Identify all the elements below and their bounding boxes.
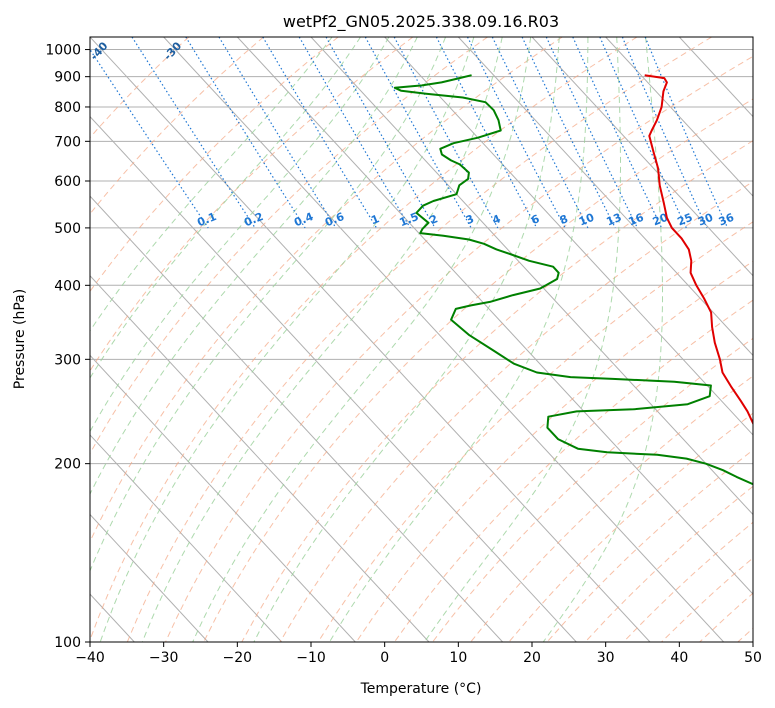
x-tick-label: 10 <box>449 650 467 666</box>
x-tick-label: 20 <box>523 650 541 666</box>
dewpoint-profile <box>393 74 753 486</box>
dry-adiabat <box>203 98 753 642</box>
temperature-profile <box>644 74 753 426</box>
mixing-ratio-line <box>131 37 256 229</box>
mixing-ratio-line <box>621 37 708 229</box>
y-axis-label: Pressure (hPa) <box>12 289 28 389</box>
y-tick-label: 100 <box>54 635 81 651</box>
y-tick-label: 700 <box>54 134 81 150</box>
mixing-ratio-line <box>218 37 337 229</box>
isotherm-line <box>90 354 356 642</box>
y-axis-ticks: 1000 900 800 700 600 500 400 300 200 100 <box>45 43 90 651</box>
y-tick-label: 500 <box>54 221 81 237</box>
isotherm-line <box>163 37 725 642</box>
isotherm-line <box>90 275 430 642</box>
dry-adiabat <box>470 375 753 642</box>
mixing-ratio-label: 10 <box>577 211 596 229</box>
moist-adiabat <box>424 37 621 642</box>
x-tick-label: 30 <box>597 650 615 666</box>
mixing-ratio-line <box>491 37 589 229</box>
mixing-ratio-label: 16 <box>627 211 646 229</box>
y-tick-label: 800 <box>54 100 81 116</box>
dry-adiabat <box>279 181 753 642</box>
isotherm-line <box>457 37 753 357</box>
x-tick-label: −30 <box>149 650 179 666</box>
x-tick-label: 40 <box>670 650 688 666</box>
mixing-ratio-label: 13 <box>604 211 623 229</box>
mixing-ratio-lines <box>90 37 729 229</box>
x-tick-label: 50 <box>744 650 762 666</box>
plot-frame <box>89 36 754 643</box>
isotherm-line <box>90 513 209 642</box>
isotherm-line <box>90 434 283 642</box>
plot-area: -40 -30 0.1 0.2 0.4 0.6 1 1.5 2 3 4 6 8 10 13 16 20 25 30… <box>90 37 753 642</box>
dry-adiabat <box>432 337 753 642</box>
dry-adiabat <box>90 37 563 543</box>
moist-adiabat <box>90 37 390 433</box>
chart-title: wetPf2_GN05.2025.338.09.16.R03 <box>283 12 559 32</box>
moist-adiabat <box>90 37 418 496</box>
isotherm-line <box>90 37 651 642</box>
mixing-ratio-label: 36 <box>717 211 736 229</box>
moist-adiabat <box>90 37 333 332</box>
x-axis-ticks: −40 −30 −20 −10 0 10 20 30 40 50 <box>75 642 762 666</box>
mixing-ratio-line <box>599 37 687 229</box>
pressure-gridlines <box>90 49 753 642</box>
dry-adiabat <box>241 140 753 642</box>
y-tick-label: 200 <box>54 457 81 473</box>
mixing-ratio-label: 3 <box>464 212 476 227</box>
isotherm-line <box>605 37 753 197</box>
moist-adiabat <box>542 37 663 642</box>
y-tick-label: 900 <box>54 70 81 86</box>
x-tick-label: 0 <box>380 650 389 666</box>
dry-adiabat <box>90 37 638 642</box>
mixing-ratio-label: 30 <box>696 211 715 229</box>
dry-adiabat <box>90 37 264 215</box>
dry-adiabat <box>355 260 753 642</box>
moist-adiabat <box>90 37 446 573</box>
mixing-ratio-label: 20 <box>651 211 670 229</box>
mixing-ratio-line <box>393 37 499 229</box>
isotherm-lines <box>90 37 753 642</box>
y-tick-label: 300 <box>54 352 81 368</box>
mixing-ratio-label: 2 <box>428 212 440 227</box>
mixing-ratio-line <box>644 37 729 229</box>
isotherm-line <box>531 37 753 277</box>
dry-adiabat <box>165 55 753 642</box>
mixing-ratio-line <box>364 37 472 229</box>
y-tick-label: 400 <box>54 278 81 294</box>
y-tick-label: 600 <box>54 174 81 190</box>
x-tick-label: −20 <box>223 650 253 666</box>
mixing-ratio-label: 1 <box>369 212 381 227</box>
moist-adiabats <box>90 37 663 642</box>
isotherm-line <box>90 115 577 642</box>
x-tick-label: −40 <box>75 650 105 666</box>
mixing-ratio-label: 8 <box>558 212 570 227</box>
x-axis-label: Temperature (°C) <box>360 681 482 697</box>
mixing-ratio-label: 25 <box>675 211 694 229</box>
moist-adiabat <box>329 37 589 642</box>
y-tick-label: 1000 <box>45 43 81 59</box>
mixing-ratio-line <box>90 48 209 229</box>
moist-adiabat <box>90 37 362 379</box>
dry-adiabat <box>393 299 753 642</box>
x-tick-label: −10 <box>296 650 326 666</box>
moist-adiabat <box>192 37 532 642</box>
moist-adiabat <box>253 37 560 642</box>
dry-adiabat <box>90 37 488 455</box>
isotherm-line <box>90 195 504 642</box>
dry-adiabat <box>90 37 190 139</box>
dry-adiabats <box>90 37 753 642</box>
moist-adiabat <box>141 37 503 642</box>
sounding-profiles <box>393 74 753 486</box>
dry-adiabat <box>126 37 712 642</box>
isotherm-line <box>236 37 753 595</box>
